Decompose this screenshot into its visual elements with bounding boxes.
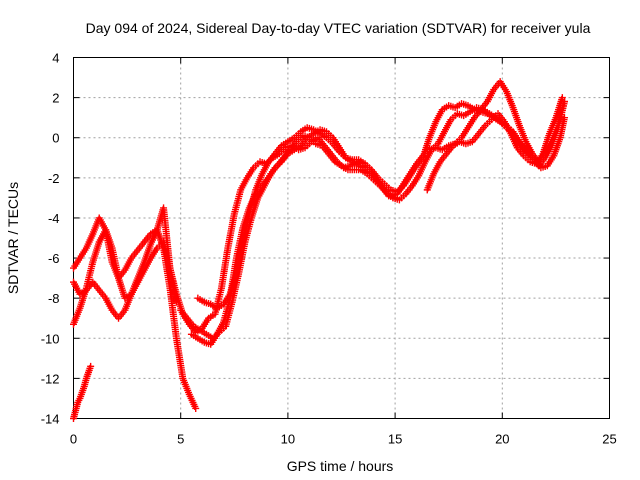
series-arc-3 — [70, 134, 399, 336]
y-tick-label: -8 — [48, 291, 60, 306]
x-tick-label: 25 — [602, 432, 616, 447]
y-tick-label: 4 — [52, 51, 59, 66]
x-tick-label: 15 — [388, 432, 402, 447]
chart-title: Day 094 of 2024, Sidereal Day-to-day VTE… — [86, 20, 591, 36]
data-series — [70, 78, 568, 422]
x-axis-label: GPS time / hours — [287, 458, 394, 474]
y-tick-label: -12 — [41, 371, 60, 386]
x-tick-label: 5 — [177, 432, 184, 447]
y-tick-label: -4 — [48, 211, 60, 226]
y-tick-label: -10 — [41, 331, 60, 346]
y-tick-label: 0 — [52, 131, 59, 146]
x-tick-label: 10 — [281, 432, 295, 447]
axis-ticks: 0 5 10 15 20 25 -14 -12 -10 -8 -6 -4 -2 0 2 4 — [41, 51, 617, 447]
plot-frame — [73, 57, 610, 419]
y-tick-label: 2 — [52, 91, 59, 106]
data-point — [560, 114, 568, 122]
series-arc-4 — [187, 78, 568, 348]
x-tick-label: 0 — [70, 432, 77, 447]
data-point — [87, 362, 95, 370]
y-tick-label: -6 — [48, 251, 60, 266]
data-point — [192, 404, 200, 412]
x-tick-label: 20 — [495, 432, 509, 447]
series-arc-6 — [177, 104, 568, 342]
series-arc-7 — [423, 94, 566, 194]
series-arc-1 — [70, 214, 200, 412]
y-axis-label: SDTVAR / TECUs — [5, 182, 21, 294]
data-point — [558, 94, 566, 102]
y-tick-label: -14 — [41, 412, 60, 427]
y-tick-label: -2 — [48, 171, 60, 186]
series-arc-8 — [70, 362, 95, 422]
